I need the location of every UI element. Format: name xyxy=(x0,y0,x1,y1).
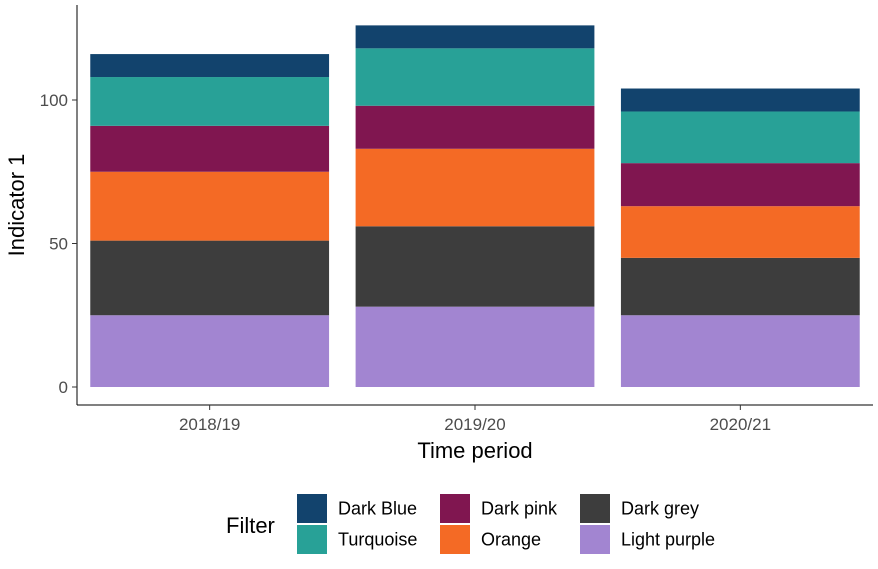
bar-light-purple-2018-19 xyxy=(90,315,330,387)
bar-dark-blue-2018-19 xyxy=(90,54,330,78)
x-tick-label: 2019/20 xyxy=(444,415,505,434)
x-tick-label: 2018/19 xyxy=(179,415,240,434)
y-tick-label: 100 xyxy=(40,91,68,110)
legend: Filter Dark Blue Turquoise Dark pink Orange… xyxy=(226,494,715,554)
x-axis-title: Time period xyxy=(417,438,532,463)
bar-dark-blue-2020-21 xyxy=(620,88,860,112)
legend-label-dark-blue: Dark Blue xyxy=(338,499,417,519)
bar-dark-pink-2019-20 xyxy=(355,105,595,149)
legend-key-dark-blue xyxy=(297,494,327,523)
legend-label-dark-pink: Dark pink xyxy=(481,499,558,519)
legend-label-orange: Orange xyxy=(481,530,541,550)
legend-title: Filter xyxy=(226,513,275,538)
bar-dark-pink-2018-19 xyxy=(90,125,330,172)
y-tick-label: 0 xyxy=(59,378,68,397)
legend-key-turquoise xyxy=(297,525,327,554)
legend-key-light-purple xyxy=(580,525,610,554)
legend-key-dark-grey xyxy=(580,494,610,523)
legend-label-turquoise: Turquoise xyxy=(338,530,417,550)
bar-dark-grey-2018-19 xyxy=(90,240,330,316)
y-axis-title: Indicator 1 xyxy=(4,154,29,257)
bar-orange-2019-20 xyxy=(355,148,595,227)
bar-dark-blue-2019-20 xyxy=(355,25,595,49)
bar-dark-pink-2020-21 xyxy=(620,163,860,207)
bar-turquoise-2018-19 xyxy=(90,77,330,126)
bar-orange-2018-19 xyxy=(90,171,330,241)
x-tick-label: 2020/21 xyxy=(710,415,771,434)
legend-key-dark-pink xyxy=(440,494,470,523)
bar-dark-grey-2020-21 xyxy=(620,257,860,316)
bar-dark-grey-2019-20 xyxy=(355,226,595,307)
bar-turquoise-2019-20 xyxy=(355,48,595,106)
bars-layer xyxy=(90,25,860,387)
bar-light-purple-2020-21 xyxy=(620,315,860,387)
bar-light-purple-2019-20 xyxy=(355,306,595,387)
legend-label-light-purple: Light purple xyxy=(621,530,715,550)
y-tick-label: 50 xyxy=(49,235,68,254)
legend-label-dark-grey: Dark grey xyxy=(621,499,699,519)
bar-turquoise-2020-21 xyxy=(620,111,860,164)
x-axis-ticks: 2018/19 2019/20 2020/21 xyxy=(179,405,771,434)
bar-orange-2020-21 xyxy=(620,206,860,258)
legend-key-orange xyxy=(440,525,470,554)
y-axis-ticks: 0 50 100 xyxy=(40,91,77,397)
